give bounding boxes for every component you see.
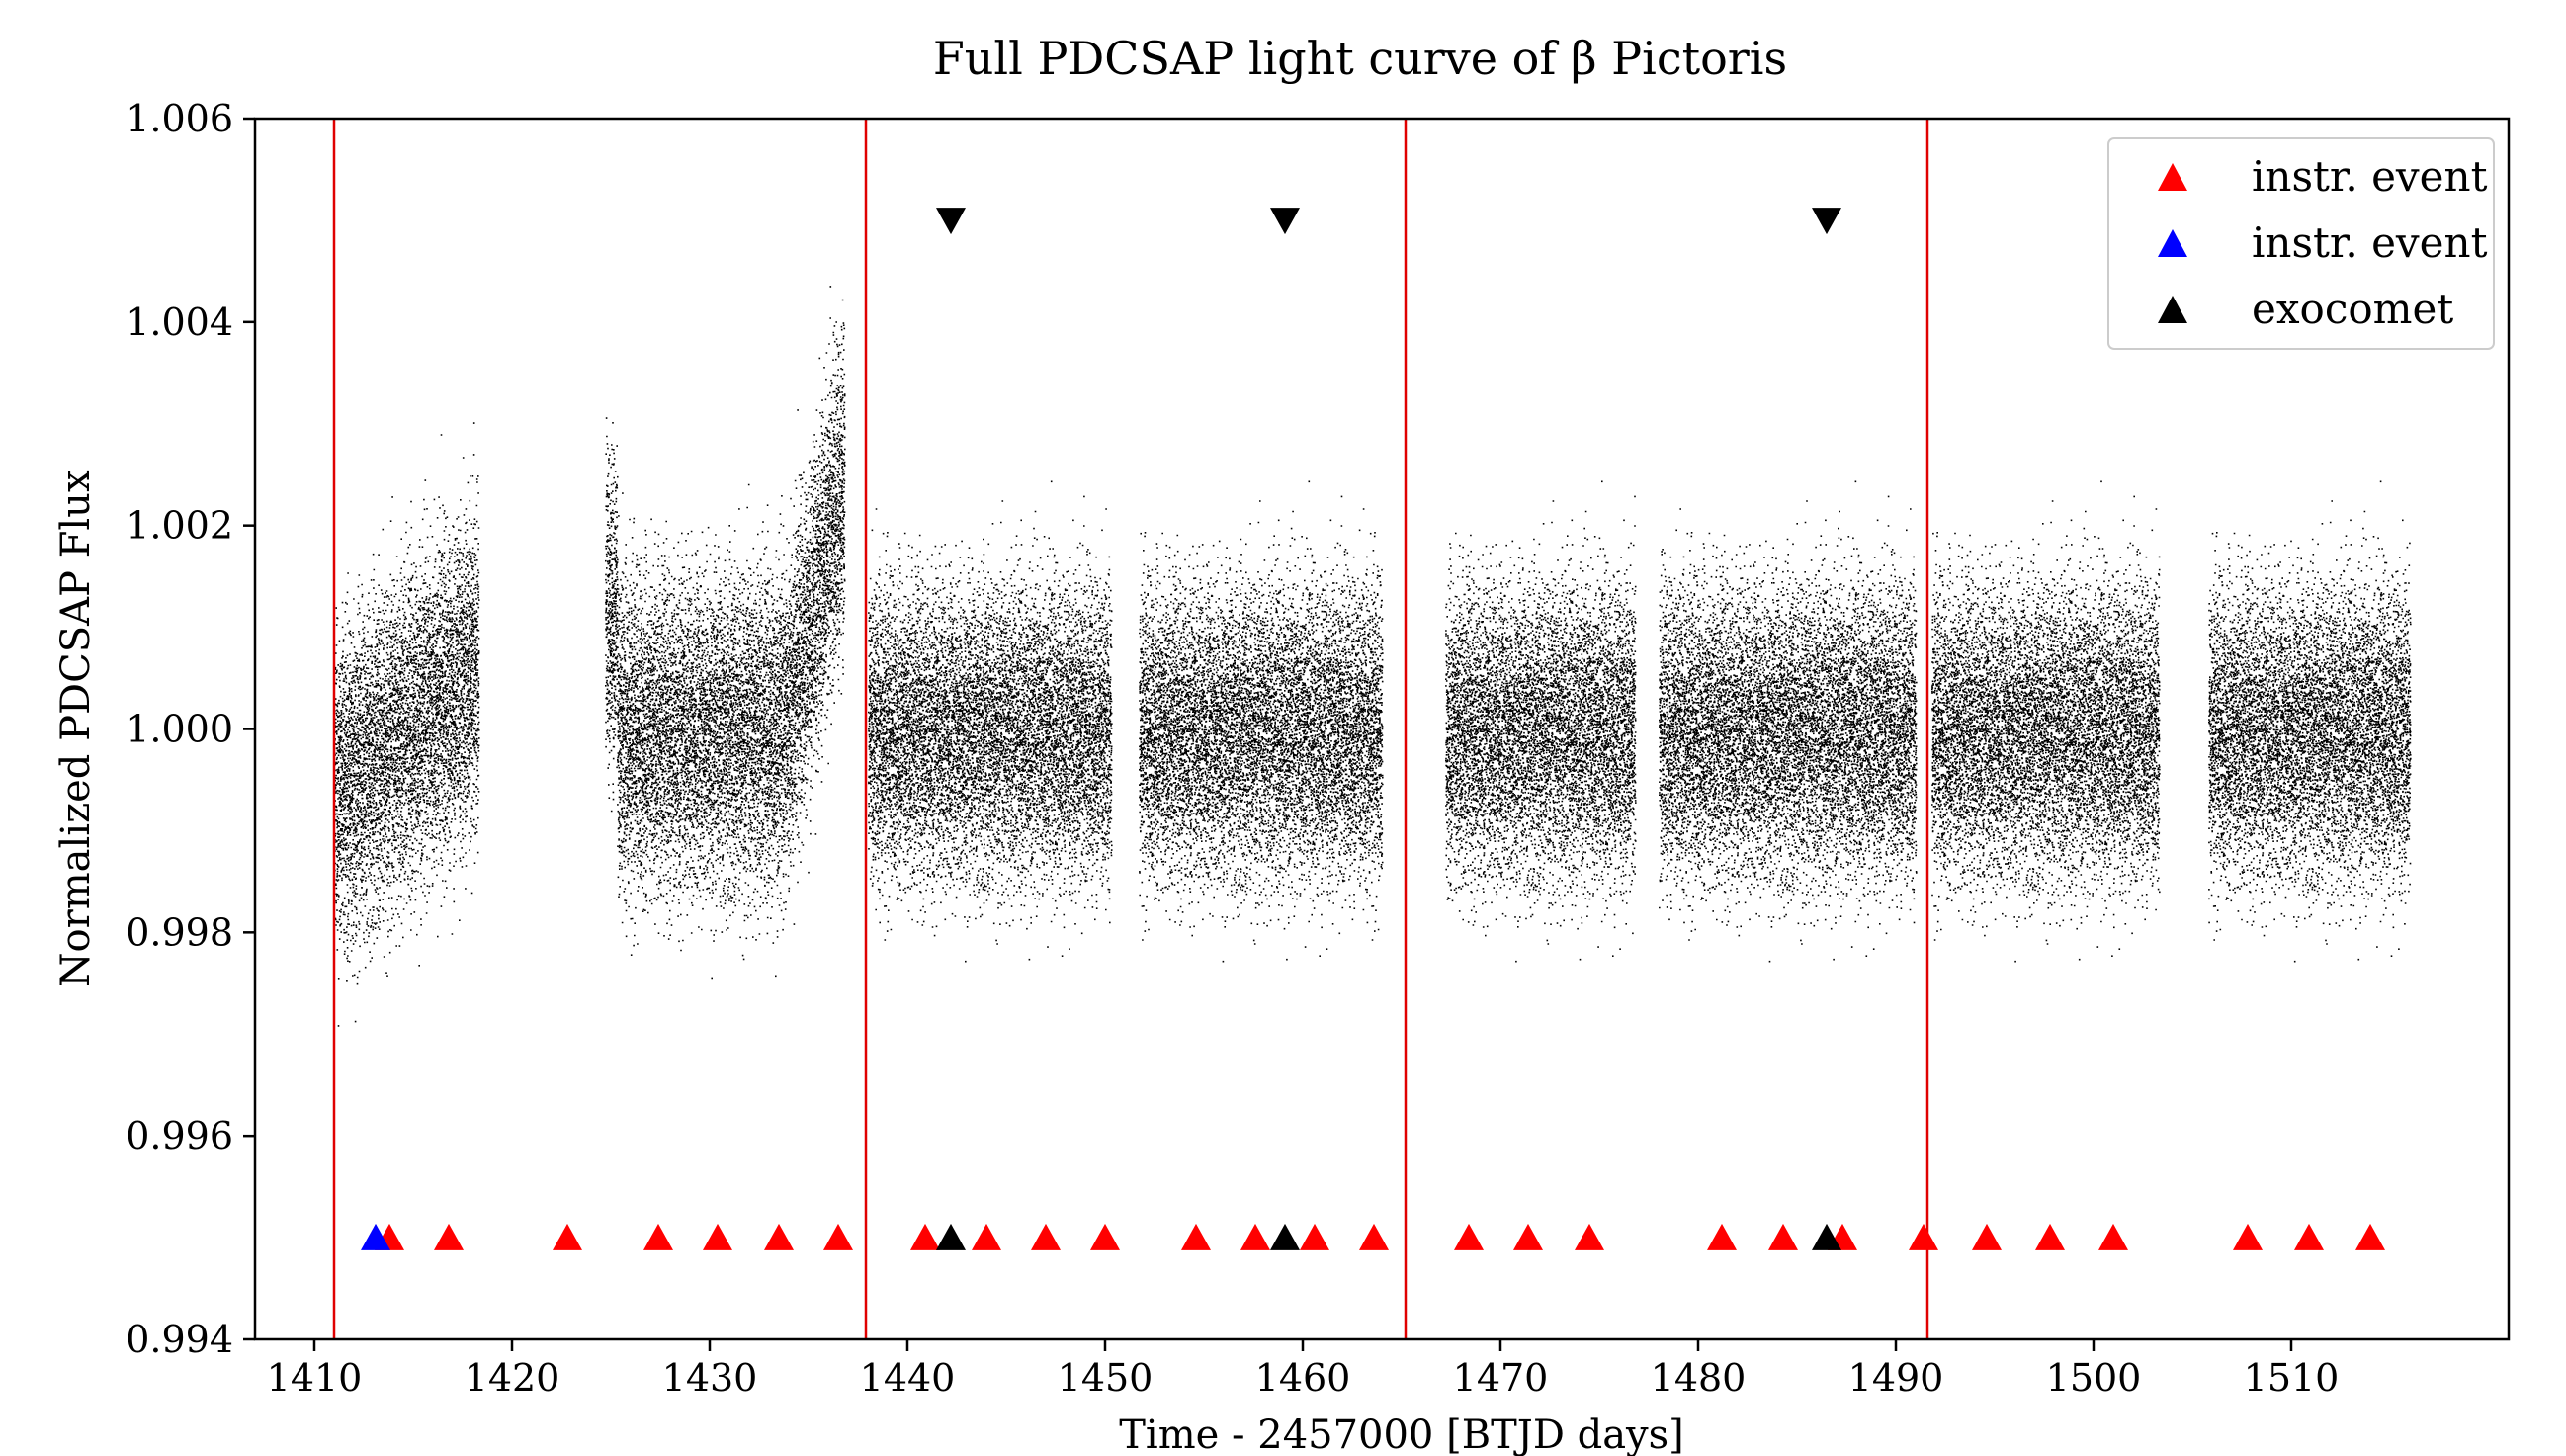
instr-event-red-marker <box>1454 1223 1484 1250</box>
instr-event-red-marker <box>643 1223 673 1250</box>
x-axis: 1410 1420 1430 1440 1450 1460 1470 1480 1490 1500… <box>267 1339 2340 1400</box>
x-tick-label: 1450 <box>1058 1356 1154 1400</box>
instr-event-red-marker <box>553 1223 582 1250</box>
x-tick-label: 1410 <box>267 1356 363 1400</box>
instr-event-red-marker <box>1575 1223 1604 1250</box>
legend-box <box>2107 137 2495 350</box>
x-tick-label: 1440 <box>860 1356 956 1400</box>
y-axis-label: Normalized PDCSAP Flux <box>53 470 99 986</box>
legend-label: exocomet <box>2252 285 2453 333</box>
x-tick-label: 1490 <box>1848 1356 1944 1400</box>
instr-event-red-marker <box>1707 1223 1737 1250</box>
x-tick-label: 1470 <box>1453 1356 1549 1400</box>
exocomet-marker <box>1270 1223 1300 1250</box>
light-curve-points <box>1139 480 1384 963</box>
instr-event-red-marker <box>1909 1223 1938 1250</box>
y-tick-label: 0.996 <box>126 1114 233 1157</box>
y-tick-label: 1.002 <box>126 504 233 548</box>
exocomet-down-marker <box>1270 208 1300 235</box>
x-axis-label: Time - 2457000 [BTJD days] <box>1119 1413 1684 1456</box>
exocomet-marker <box>1812 1223 1841 1250</box>
light-curve-points <box>1931 480 2161 963</box>
x-tick-label: 1430 <box>662 1356 758 1400</box>
x-tick-label: 1480 <box>1651 1356 1747 1400</box>
y-tick-label: 0.998 <box>126 910 233 954</box>
instr-event-red-marker <box>1972 1223 2002 1250</box>
instr-event-red-marker <box>2035 1223 2065 1250</box>
light-curve-points <box>605 286 846 980</box>
y-tick-label: 1.006 <box>126 97 233 140</box>
sector-boundaries <box>332 119 1929 1339</box>
y-tick-label: 1.004 <box>126 300 233 344</box>
event-markers <box>361 208 2385 1250</box>
instr-event-red-marker <box>1768 1223 1798 1250</box>
legend-marker <box>2158 296 2187 323</box>
exocomet-down-marker <box>936 208 966 235</box>
x-tick-label: 1510 <box>2244 1356 2340 1400</box>
instr-event-red-marker <box>1181 1223 1211 1250</box>
light-curve-points <box>334 422 480 1027</box>
data-layer <box>334 286 2412 1027</box>
instr-event-red-marker <box>2294 1223 2324 1250</box>
exocomet-down-marker <box>1812 208 1841 235</box>
instr-event-red-marker <box>910 1223 940 1250</box>
light-curve-points <box>2208 480 2412 963</box>
light-curve-points <box>1659 480 1918 963</box>
instr-event-red-marker <box>1090 1223 1120 1250</box>
instr-event-red-marker <box>823 1223 853 1250</box>
x-tick-label: 1500 <box>2046 1356 2142 1400</box>
exocomet-marker <box>936 1223 966 1250</box>
legend-marker <box>2158 229 2187 257</box>
instr-event-red-marker <box>1513 1223 1543 1250</box>
instr-event-blue-marker <box>361 1223 390 1250</box>
legend-label: instr. event <box>2252 152 2488 201</box>
chart-title: Full PDCSAP light curve of β Pictoris <box>933 32 1787 85</box>
x-tick-label: 1460 <box>1255 1356 1351 1400</box>
y-tick-label: 1.000 <box>126 708 233 751</box>
instr-event-red-marker <box>434 1223 464 1250</box>
instr-event-red-marker <box>1300 1223 1329 1250</box>
instr-event-red-marker <box>764 1223 794 1250</box>
instr-event-red-marker <box>1240 1223 1270 1250</box>
instr-event-red-marker <box>2098 1223 2128 1250</box>
light-curve-points <box>868 480 1113 963</box>
instr-event-red-marker <box>2233 1223 2263 1250</box>
instr-event-red-marker <box>972 1223 1001 1250</box>
x-tick-label: 1420 <box>465 1356 560 1400</box>
y-axis: 0.994 0.996 0.998 1.000 1.002 1.004 1.006 <box>126 97 255 1361</box>
legend-marker <box>2158 163 2187 191</box>
legend: instr. event instr. event exocomet <box>2107 137 2495 350</box>
instr-event-red-marker <box>2355 1223 2385 1250</box>
instr-event-red-marker <box>703 1223 732 1250</box>
light-curve-points <box>1445 480 1637 963</box>
legend-label: instr. event <box>2252 218 2488 267</box>
y-tick-label: 0.994 <box>126 1318 233 1361</box>
instr-event-red-marker <box>1359 1223 1389 1250</box>
instr-event-red-marker <box>1031 1223 1061 1250</box>
